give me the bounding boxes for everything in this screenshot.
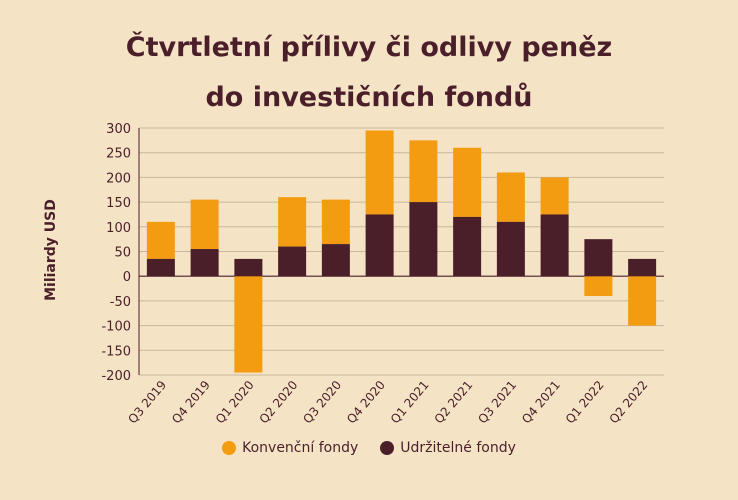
x-tick-label: Q1 2022 <box>563 378 607 426</box>
bar-sustainable <box>540 214 569 277</box>
bar-conventional <box>321 199 350 245</box>
y-tick-label: 0 <box>123 270 131 285</box>
bar-conventional <box>234 276 263 373</box>
y-tick-label: -100 <box>101 320 131 335</box>
bar-sustainable <box>234 258 263 277</box>
x-tick-label: Q3 2020 <box>300 378 344 426</box>
x-tick-label: Q3 2021 <box>475 378 519 426</box>
bar-sustainable <box>453 216 482 277</box>
bar-conventional <box>409 140 438 203</box>
legend-label-conventional: Konvenční fondy <box>242 440 359 456</box>
y-tick-label: 250 <box>106 147 131 162</box>
bar-conventional <box>540 177 569 215</box>
x-tick-label: Q1 2020 <box>213 378 257 426</box>
chart-title-line-1: Čtvrtletní přílivy či odlivy peněz <box>125 32 613 63</box>
y-tick-label: -200 <box>101 369 131 384</box>
x-tick-label: Q4 2020 <box>344 378 388 426</box>
x-tick-label: Q4 2021 <box>519 378 563 426</box>
x-tick-label: Q2 2022 <box>607 378 651 426</box>
bar-sustainable <box>496 221 525 277</box>
bar-conventional <box>190 199 219 250</box>
x-tick-label: Q2 2020 <box>257 378 301 426</box>
legend-swatch-conventional <box>222 441 237 455</box>
x-tick-label: Q4 2019 <box>169 378 213 426</box>
bar-conventional <box>146 221 175 259</box>
x-tick-label: Q1 2021 <box>388 378 432 426</box>
bar-sustainable <box>146 258 175 277</box>
y-tick-label: 300 <box>106 122 131 137</box>
bar-conventional <box>453 147 482 217</box>
legend: Konvenční fondy Udržitelné fondy <box>0 440 738 456</box>
y-tick-label: 100 <box>106 221 131 236</box>
legend-swatch-sustainable <box>380 441 395 455</box>
y-tick-label: 200 <box>106 171 131 186</box>
bar-sustainable <box>365 214 394 277</box>
bar-sustainable <box>584 239 613 277</box>
bar-conventional <box>628 276 657 326</box>
x-tick-label: Q3 2019 <box>125 378 169 426</box>
y-tick-label: 50 <box>114 246 131 261</box>
x-tick-label: Q2 2021 <box>432 378 476 426</box>
bar-conventional <box>365 130 394 215</box>
legend-item-conventional: Konvenční fondy <box>222 440 358 456</box>
bar-conventional <box>496 172 525 222</box>
y-tick-label: -150 <box>101 344 131 359</box>
bar-conventional <box>584 276 613 296</box>
y-tick-label: 150 <box>106 196 131 211</box>
bar-sustainable <box>321 244 350 277</box>
bar-sustainable <box>278 246 307 277</box>
y-tick-label: -50 <box>110 295 131 310</box>
chart-title-line-2: do investičních fondů <box>205 82 533 113</box>
bar-conventional <box>278 197 307 247</box>
legend-label-sustainable: Udržitelné fondy <box>400 440 516 456</box>
legend-item-sustainable: Udržitelné fondy <box>380 440 516 456</box>
bar-sustainable <box>190 249 219 277</box>
bar-sustainable <box>409 202 438 277</box>
bar-sustainable <box>628 258 657 277</box>
